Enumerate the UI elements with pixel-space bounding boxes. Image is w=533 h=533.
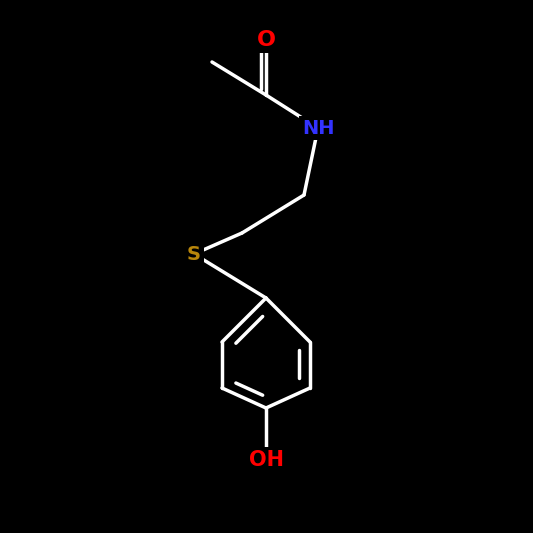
Text: OH: OH xyxy=(248,450,284,470)
Text: S: S xyxy=(187,245,201,263)
Text: NH: NH xyxy=(302,118,334,138)
Text: O: O xyxy=(256,30,276,50)
